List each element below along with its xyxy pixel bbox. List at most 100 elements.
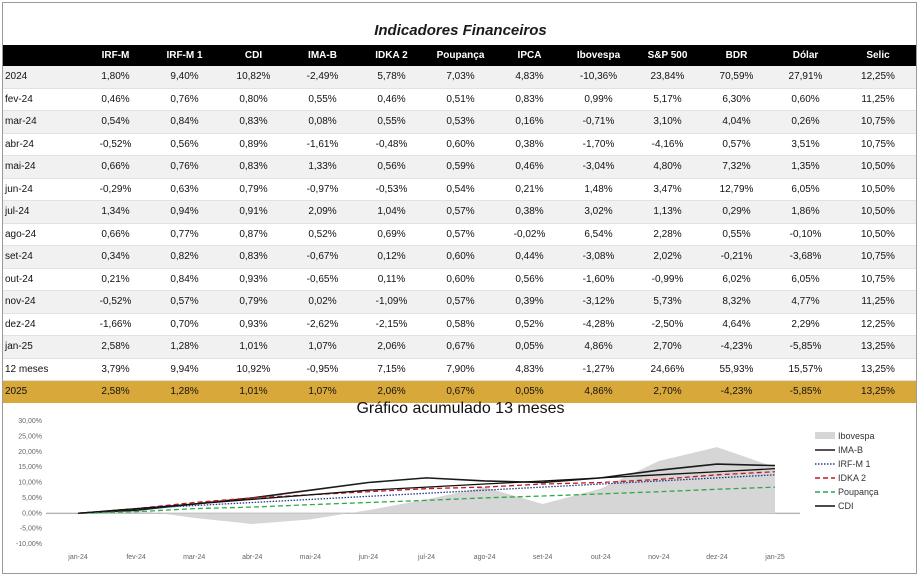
table-row: ago-24 0,66% 0,77% 0,87% 0,52% 0,69% 0,57% -0,0…: [3, 223, 916, 246]
table-cell: 0,66%: [81, 223, 150, 246]
table-body: 2024 1,80% 9,40% 10,82% -2,49% 5,78% 7,03% 4,83…: [3, 66, 916, 403]
table-row: jan-25 2,58% 1,28% 1,01% 1,07% 2,06% 0,67% 0,05…: [3, 335, 916, 359]
table-row: set-24 0,34% 0,82% 0,83% -0,67% 0,12% 0,60% 0,4…: [3, 245, 916, 269]
table-cell: 10,92%: [219, 358, 288, 381]
table-cell: 6,05%: [771, 178, 840, 201]
table-cell: 3,47%: [633, 178, 702, 201]
indicators-table: IRF-M IRF-M 1 CDI IMA-B IDKA 2 Poupança IPCA Ib…: [3, 45, 916, 403]
table-cell: 1,04%: [357, 200, 426, 224]
table-cell: 1,48%: [564, 178, 633, 201]
table-cell: 0,53%: [426, 110, 495, 134]
table-cell: 10,75%: [840, 110, 916, 134]
table-cell: 0,89%: [219, 133, 288, 156]
y-tick-label: 15,00%: [18, 464, 42, 471]
table-cell: 3,51%: [771, 133, 840, 156]
y-tick-label: 20,00%: [18, 449, 42, 456]
table-cell: -0,53%: [357, 178, 426, 201]
header-cell: IRF-M: [81, 45, 150, 66]
table-cell: 4,83%: [495, 358, 564, 381]
table-cell: -3,68%: [771, 245, 840, 269]
table-cell: 13,25%: [840, 358, 916, 381]
table-cell: 1,07%: [288, 335, 357, 359]
table-cell: 0,16%: [495, 110, 564, 134]
table-cell: 1,01%: [219, 380, 288, 403]
header-cell: IRF-M 1: [150, 45, 219, 66]
table-cell: 0,87%: [219, 223, 288, 246]
table-cell: -1,60%: [564, 268, 633, 291]
table-cell: 23,84%: [633, 66, 702, 89]
table-cell: 0,59%: [426, 155, 495, 179]
table-cell: -3,04%: [564, 155, 633, 179]
table-cell: -0,29%: [81, 178, 150, 201]
table-cell: -0,67%: [288, 245, 357, 269]
header-cell: IMA-B: [288, 45, 357, 66]
table-cell: 12,25%: [840, 313, 916, 336]
table-cell: -2,50%: [633, 313, 702, 336]
table-row: 12 meses 3,79% 9,94% 10,92% -0,95% 7,15% 7,90%…: [3, 358, 916, 381]
table-cell: -2,15%: [357, 313, 426, 336]
table-cell: -3,12%: [564, 290, 633, 314]
table-cell: -1,70%: [564, 133, 633, 156]
y-tick-label: 0,00%: [22, 510, 42, 517]
table-cell: 55,93%: [702, 358, 771, 381]
row-label: abr-24: [3, 133, 81, 156]
table-row: mai-24 0,66% 0,76% 0,83% 1,33% 0,56% 0,59% 0,46…: [3, 155, 916, 179]
table-row: out-24 0,21% 0,84% 0,93% -0,65% 0,11% 0,60% 0,5…: [3, 268, 916, 291]
table-row: abr-24 -0,52% 0,56% 0,89% -1,61% -0,48% 0,60% 0…: [3, 133, 916, 156]
legend-label: Poupança: [838, 487, 879, 497]
series-line-idka-2: [77, 471, 776, 514]
table-cell: -4,28%: [564, 313, 633, 336]
row-label: nov-24: [3, 290, 81, 314]
table-row: 2024 1,80% 9,40% 10,82% -2,49% 5,78% 7,03% 4,83…: [3, 66, 916, 89]
table-cell: 0,57%: [426, 200, 495, 224]
table-cell: 0,84%: [150, 110, 219, 134]
table-cell: 2,58%: [81, 335, 150, 359]
legend-label: IDKA 2: [838, 473, 866, 483]
header-cell: Poupança: [426, 45, 495, 66]
x-tick-label: mar-24: [183, 554, 205, 561]
table-cell: 0,21%: [495, 178, 564, 201]
table-cell: 7,15%: [357, 358, 426, 381]
table-cell: 9,40%: [150, 66, 219, 89]
table-cell: 10,82%: [219, 66, 288, 89]
row-label: jul-24: [3, 200, 81, 224]
header-cell: IDKA 2: [357, 45, 426, 66]
table-cell: 0,93%: [219, 313, 288, 336]
table-cell: 10,50%: [840, 178, 916, 201]
header-cell-period: [3, 45, 81, 66]
table-cell: 0,38%: [495, 133, 564, 156]
table-cell: 0,69%: [357, 223, 426, 246]
table-cell: 5,17%: [633, 88, 702, 111]
table-cell: 9,94%: [150, 358, 219, 381]
table-cell: 10,50%: [840, 200, 916, 224]
table-cell: 0,46%: [357, 88, 426, 111]
table-cell: 2,02%: [633, 245, 702, 269]
table-cell: 2,70%: [633, 335, 702, 359]
table-cell: 1,13%: [633, 200, 702, 224]
chart-title: Gráfico acumulado 13 meses: [356, 400, 565, 417]
table-cell: 0,84%: [150, 268, 219, 291]
table-cell: 0,34%: [81, 245, 150, 269]
row-label: jun-24: [3, 178, 81, 201]
table-cell: 1,28%: [150, 335, 219, 359]
table-cell: -0,65%: [288, 268, 357, 291]
table-cell: 7,03%: [426, 66, 495, 89]
row-label: 2024: [3, 66, 81, 89]
table-cell: 15,57%: [771, 358, 840, 381]
table-cell: 2,06%: [357, 335, 426, 359]
table-cell: 24,66%: [633, 358, 702, 381]
table-row: nov-24 -0,52% 0,57% 0,79% 0,02% -1,09% 0,57% 0,…: [3, 290, 916, 314]
table-cell: 0,39%: [495, 290, 564, 314]
table-cell: 0,83%: [219, 110, 288, 134]
table-row: jul-24 1,34% 0,94% 0,91% 2,09% 1,04% 0,57% 0,38…: [3, 200, 916, 224]
row-label: mai-24: [3, 155, 81, 179]
table-cell: 2,28%: [633, 223, 702, 246]
table-cell: 0,76%: [150, 88, 219, 111]
table-cell: 1,33%: [288, 155, 357, 179]
table-cell: 0,70%: [150, 313, 219, 336]
table-cell: 10,75%: [840, 268, 916, 291]
row-label: jan-25: [3, 335, 81, 359]
table-cell: 3,02%: [564, 200, 633, 224]
table-cell: 4,77%: [771, 290, 840, 314]
table-cell: -0,48%: [357, 133, 426, 156]
